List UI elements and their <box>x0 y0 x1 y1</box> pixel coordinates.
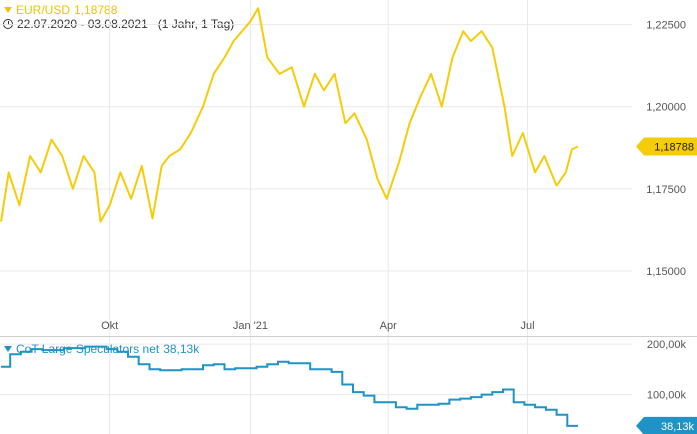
legend-value: 1,18788 <box>74 3 118 17</box>
indicator-last-value-tag-bg <box>636 416 697 434</box>
chart-legend-main[interactable]: EUR/USD 1,18788 <box>4 3 117 17</box>
price-y-axis: 1,22500 1,20000 1,17500 1,15000 <box>646 20 686 278</box>
y-tick-label: 1,15000 <box>646 266 686 278</box>
date-range[interactable]: 22.07.2020 - 03.08.2021 (1 Jahr, 1 Tag) <box>3 17 234 31</box>
indicator-y-tick-label: 100,00k <box>647 390 687 402</box>
y-tick-label: 1,17500 <box>646 184 686 196</box>
x-tick-label: Jul <box>520 320 534 332</box>
price-series <box>0 7 579 223</box>
last-value-tags: 1,18788 38,13k <box>636 137 697 434</box>
collapse-triangle-icon[interactable] <box>4 7 12 13</box>
legend-symbol: EUR/USD <box>16 3 71 17</box>
time-axis: Okt Jan '21 Apr Jul <box>101 320 534 332</box>
x-tick-label: Apr <box>380 320 397 332</box>
x-tick-label: Okt <box>101 320 118 332</box>
indicator-y-tick-label: 200,00k <box>647 339 687 351</box>
price-last-value-tag-bg <box>636 137 697 156</box>
eurusd-line[interactable] <box>0 7 579 223</box>
indicator-y-axis: 200,00k 100,00k <box>647 339 687 402</box>
y-tick-label: 1,20000 <box>646 102 686 114</box>
indicator-grid <box>0 343 632 396</box>
indicator-series <box>1 345 578 427</box>
date-range-text: 22.07.2020 - 03.08.2021 <box>17 17 148 31</box>
date-range-interval: (1 Jahr, 1 Tag) <box>157 17 235 31</box>
x-tick-label: Jan '21 <box>233 320 268 332</box>
y-tick-label: 1,22500 <box>646 20 686 32</box>
legend-indicator-value: 38,13k <box>163 342 200 356</box>
price-last-value-tag: 1,18788 <box>654 142 694 154</box>
indicator-last-value-tag: 38,13k <box>661 421 695 433</box>
cot-line[interactable] <box>1 345 578 427</box>
collapse-triangle-icon[interactable] <box>4 346 12 352</box>
